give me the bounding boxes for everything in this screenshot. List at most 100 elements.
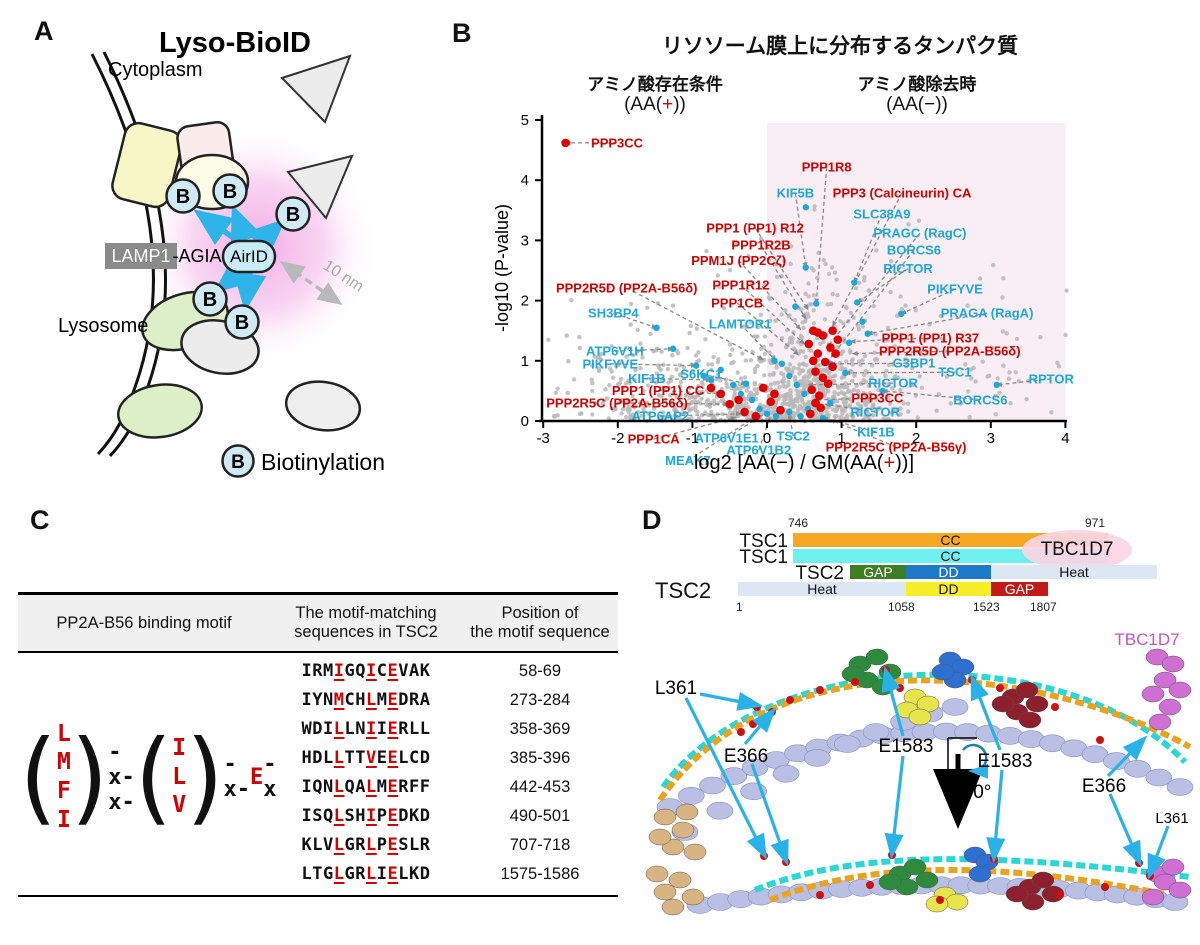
background-point (971, 365, 976, 371)
protein-annotation: PIKFYVE (927, 282, 983, 297)
background-point (772, 404, 778, 409)
domain-darkred-top (1018, 711, 1042, 729)
background-point (799, 368, 804, 373)
tsc1-row1-label: TSC1 (739, 531, 788, 552)
background-point (890, 386, 895, 391)
lamp1-label: LAMP1 (111, 246, 170, 266)
background-point (872, 350, 877, 355)
background-point (783, 289, 788, 295)
background-point (967, 415, 972, 420)
background-point (886, 395, 891, 401)
background-point (782, 397, 787, 402)
background-point (589, 377, 594, 382)
background-point (778, 414, 783, 420)
background-point (698, 401, 703, 406)
background-point (633, 367, 638, 373)
background-point (965, 303, 970, 308)
annotation-leader (830, 249, 915, 358)
background-point (884, 345, 890, 351)
background-point (841, 385, 846, 390)
protein-annotation: PRAGC (RagC) (873, 226, 966, 241)
domain-green-bottom (903, 858, 927, 876)
background-point (834, 277, 839, 282)
panel-c-letter: C (30, 505, 50, 535)
background-point (601, 398, 607, 403)
background-point (883, 373, 888, 378)
background-point (774, 365, 779, 370)
background-point (566, 359, 571, 364)
background-point (784, 366, 789, 371)
protein-annotation: PPP1CA (628, 432, 681, 447)
highlighted-point-red (826, 343, 835, 352)
background-point (813, 375, 818, 380)
background-point (798, 379, 803, 384)
residue-pointer-arrow (684, 697, 767, 860)
background-point (809, 302, 814, 307)
highlighted-point-red (725, 399, 734, 409)
tsc2-helix-top-inner (834, 735, 861, 753)
protein-annotation: PPP2R5C (PP2A-B56γ) (826, 439, 967, 454)
highlighted-point-blue (813, 300, 820, 307)
annotation-leader (900, 288, 956, 315)
background-point (803, 383, 808, 389)
background-point (732, 393, 737, 398)
background-point (773, 318, 778, 323)
background-point (703, 337, 708, 342)
background-point (767, 350, 772, 355)
protein-annotation: PPP3 (Calcineurin) CA (833, 185, 972, 200)
highlighted-point-blue (772, 412, 780, 420)
background-point (857, 280, 862, 285)
domain-green-top (865, 648, 889, 666)
protein-annotation: G3BP1 (893, 356, 936, 371)
tbc1d7-domain-bottom (1161, 858, 1185, 876)
background-point (1056, 364, 1062, 369)
background-point (569, 298, 574, 303)
background-point (768, 318, 773, 324)
panel-a-letter: A (34, 16, 54, 46)
background-point (690, 369, 696, 374)
condition-left-aa-plus: (AA(+)) (624, 94, 686, 115)
background-point (741, 324, 747, 329)
background-point (762, 282, 767, 287)
background-point (609, 369, 614, 374)
residue-pointer-arrow (1147, 825, 1170, 880)
highlighted-point-blue (827, 399, 834, 407)
highlighted-point-red (740, 407, 749, 417)
background-point (603, 387, 608, 392)
annotation-leader (807, 382, 894, 388)
background-point (551, 414, 557, 419)
background-point (751, 281, 756, 286)
background-point (705, 397, 711, 403)
background-point (623, 414, 629, 420)
background-point (939, 336, 944, 342)
annotation-leader (826, 232, 921, 349)
background-point (791, 365, 796, 371)
structure-label: 90° (963, 782, 992, 803)
background-point (762, 357, 767, 363)
annotation-leader (739, 323, 777, 362)
background-point (590, 412, 595, 417)
background-point (699, 396, 704, 401)
background-point (788, 388, 793, 393)
open-paren-1: ( (19, 717, 57, 836)
svg-text:B: B (286, 204, 300, 226)
position-value: 490-501 (509, 807, 571, 825)
structure-label: E366 (1082, 776, 1126, 797)
annotation-leader (853, 213, 883, 284)
highlighted-point-red (766, 397, 776, 407)
background-point (653, 380, 659, 385)
background-point (553, 390, 559, 395)
tsc2-helix-top-inner (772, 764, 800, 783)
background-point (768, 382, 774, 387)
background-point (645, 383, 651, 388)
background-point (641, 408, 646, 414)
background-point (681, 365, 687, 370)
protein-annotation: RPTOR (1029, 371, 1075, 386)
highlighted-point-blue (748, 396, 756, 404)
background-point (792, 403, 797, 409)
x-tick-label: 0 (763, 430, 771, 447)
background-point (565, 390, 570, 396)
background-point (804, 363, 809, 368)
background-point (827, 370, 832, 376)
